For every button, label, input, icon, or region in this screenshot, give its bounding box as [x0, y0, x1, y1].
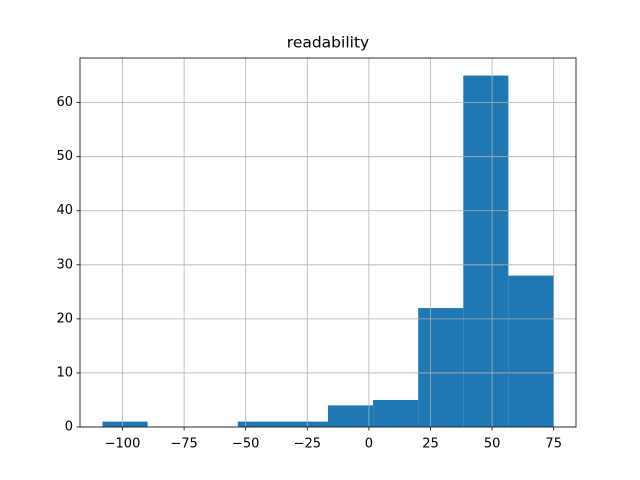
axes-frame: [79, 57, 577, 428]
bar: [237, 421, 283, 427]
x-tick-label: 75: [545, 437, 562, 452]
bar: [328, 405, 374, 427]
y-tick-label: 30: [56, 257, 73, 272]
y-tick-label: 0: [65, 420, 73, 435]
y-tick-label: 50: [56, 149, 73, 164]
x-tick-label: −100: [105, 437, 141, 452]
bar: [463, 75, 509, 428]
y-tick-label: 40: [56, 203, 73, 218]
bar: [102, 421, 148, 427]
x-tick-label: −75: [170, 437, 197, 452]
bar: [418, 308, 464, 427]
bar: [508, 275, 554, 427]
x-tick-label: −50: [232, 437, 259, 452]
y-tick-label: 60: [56, 95, 73, 110]
x-tick-label: 25: [422, 437, 439, 452]
y-tick-label: 10: [56, 365, 73, 380]
x-tick-label: 50: [484, 437, 501, 452]
y-tick-label: 20: [56, 311, 73, 326]
bar: [282, 421, 328, 427]
bar: [373, 399, 419, 427]
plot-area: −100 −75 −50 −25 0 25 50 75 0 10 20 30 40 50 60: [56, 57, 577, 452]
x-tick-label: −25: [294, 437, 321, 452]
chart-title: readability: [287, 34, 369, 52]
x-tick-label: 0: [365, 437, 373, 452]
